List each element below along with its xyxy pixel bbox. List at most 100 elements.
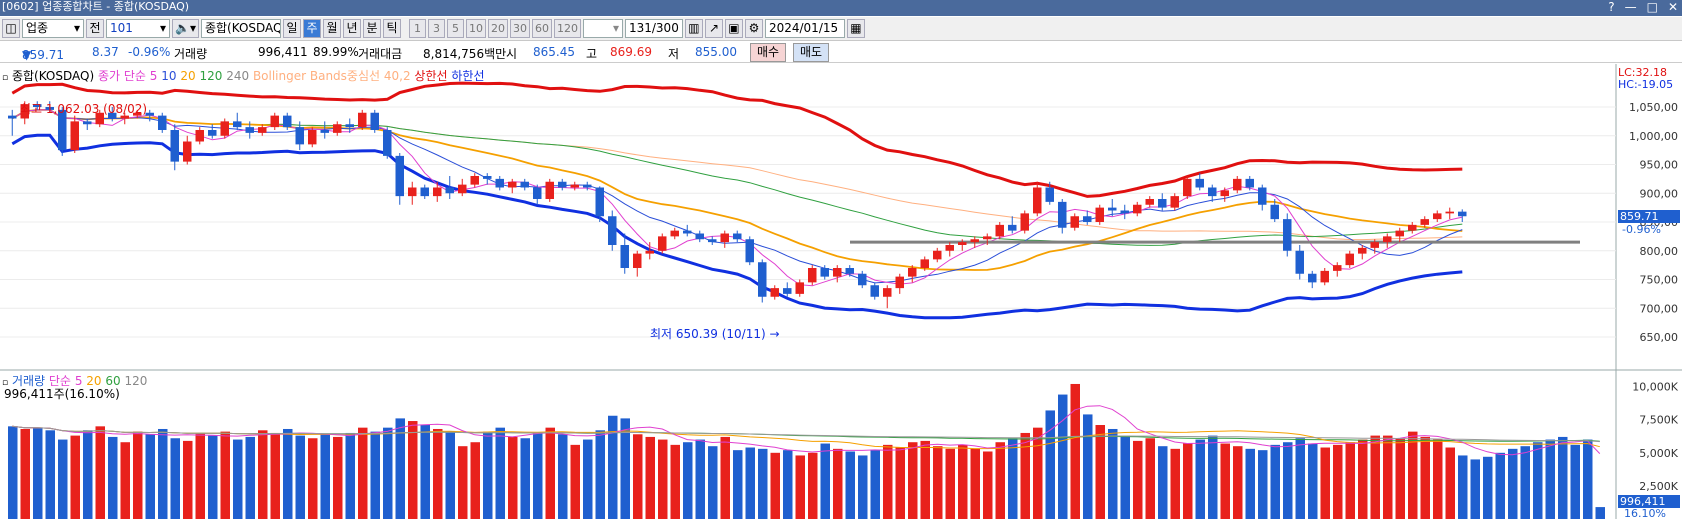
candle-body bbox=[1133, 204, 1142, 214]
volume-bar bbox=[1308, 443, 1318, 519]
compare-icon[interactable]: ▥ bbox=[684, 19, 703, 38]
high-label: 고 bbox=[586, 47, 598, 61]
interval-button-120[interactable]: 120 bbox=[553, 19, 581, 38]
volume-bar bbox=[770, 452, 780, 519]
volume-bar bbox=[1595, 507, 1605, 519]
candle-body bbox=[758, 262, 767, 297]
speaker-icon[interactable]: 🔈▾ bbox=[172, 19, 199, 38]
interval-button-1[interactable]: 1 bbox=[408, 19, 426, 38]
candle-body bbox=[645, 250, 654, 254]
vma120-line bbox=[12, 425, 1600, 443]
candle-body bbox=[270, 115, 279, 128]
date-input[interactable]: 2024/01/15 bbox=[764, 19, 845, 38]
grid bbox=[0, 106, 1616, 338]
volume-bar bbox=[1345, 442, 1355, 519]
hc-label: HC:-19.05 bbox=[1618, 78, 1674, 91]
volume-bar bbox=[533, 432, 543, 519]
close-button[interactable]: ✕ bbox=[1667, 0, 1678, 14]
current-pct-tag: -0.96% bbox=[1622, 223, 1661, 236]
interval-select[interactable]: ▾ bbox=[582, 19, 623, 38]
volume-bar bbox=[558, 434, 568, 519]
calendar-icon[interactable]: ▦ bbox=[846, 19, 865, 38]
volume-bars bbox=[8, 383, 1605, 519]
candle-body bbox=[483, 176, 492, 179]
legend-ma240: 240 bbox=[226, 69, 250, 83]
candle-body bbox=[95, 112, 104, 125]
maximize-button[interactable]: □ bbox=[1646, 0, 1658, 14]
volume-bar bbox=[258, 430, 268, 519]
interval-button-60[interactable]: 60 bbox=[531, 19, 552, 38]
volume-bar bbox=[570, 444, 580, 519]
settings-gear-icon[interactable]: ⚙ bbox=[744, 19, 763, 38]
candle-body bbox=[245, 127, 254, 133]
volume-legend: ▫ 거래량 단순 5 20 60 120 bbox=[2, 372, 147, 389]
volume-current: 996,411주(16.10%) bbox=[4, 387, 120, 401]
candle-body bbox=[920, 259, 929, 268]
volume-bar bbox=[1533, 442, 1543, 519]
volume-bar bbox=[745, 447, 755, 519]
candle-body bbox=[558, 181, 567, 188]
period-tab-month[interactable]: 월 bbox=[322, 19, 341, 38]
candle-body bbox=[1333, 265, 1342, 271]
help-icon[interactable]: ? bbox=[1608, 0, 1615, 14]
candle-body bbox=[208, 130, 217, 136]
volume-bar bbox=[1095, 425, 1105, 519]
volume-bar bbox=[208, 435, 218, 519]
volume-bar bbox=[320, 434, 330, 519]
legend-vma120: 120 bbox=[124, 374, 148, 388]
volume-bar bbox=[408, 421, 418, 519]
window-controls: ? — □ ✕ bbox=[1608, 0, 1678, 14]
candle-body bbox=[1445, 211, 1454, 214]
prev-button[interactable]: 전 bbox=[86, 19, 104, 38]
volume-bar bbox=[1458, 455, 1468, 519]
period-tab-year[interactable]: 년 bbox=[342, 19, 361, 38]
candle-body bbox=[145, 112, 154, 116]
volume-tick-label: 5,000K bbox=[1639, 447, 1678, 460]
chart-type-icon[interactable]: ◫ bbox=[2, 19, 20, 38]
candle-body bbox=[133, 112, 142, 116]
price-tick-label: 900,00 bbox=[1640, 187, 1679, 200]
period-tab-minute[interactable]: 분 bbox=[362, 19, 381, 38]
volume-bar bbox=[108, 436, 118, 519]
volume-bar bbox=[220, 431, 230, 519]
interval-button-20[interactable]: 20 bbox=[487, 19, 508, 38]
interval-button-3[interactable]: 3 bbox=[427, 19, 445, 38]
candle-body bbox=[508, 181, 517, 188]
candle-body bbox=[470, 176, 479, 185]
volume-bar bbox=[470, 442, 480, 519]
interval-button-5[interactable]: 5 bbox=[446, 19, 464, 38]
period-tab-day[interactable]: 일 bbox=[282, 19, 301, 38]
volume-bar bbox=[145, 434, 155, 519]
volume-bar bbox=[158, 428, 168, 519]
interval-button-30[interactable]: 30 bbox=[509, 19, 530, 38]
period-tab-tick[interactable]: 틱 bbox=[382, 19, 401, 38]
count-input[interactable]: 131/300 bbox=[624, 19, 683, 38]
candle-body bbox=[70, 121, 79, 151]
candle-body bbox=[683, 230, 692, 234]
period-tab-week[interactable]: 주 bbox=[302, 19, 321, 38]
volume-bar bbox=[1108, 428, 1118, 519]
volume-bar bbox=[1445, 447, 1455, 519]
volume-bar bbox=[658, 439, 668, 519]
toolbar: ◫ 업종 ▾ 전 101 ▾ 🔈▾ 종합(KOSDAQ) 일 주 월 년 분 틱 1… bbox=[0, 17, 1682, 41]
price-tick-label: 700,00 bbox=[1640, 302, 1679, 315]
interval-button-10[interactable]: 10 bbox=[465, 19, 486, 38]
drawing-tool-icon[interactable]: ↗ bbox=[704, 19, 723, 38]
volume-bar bbox=[95, 426, 105, 519]
candle-body bbox=[670, 230, 679, 237]
market-type-select[interactable]: 업종 ▾ bbox=[22, 19, 84, 38]
legend-marker-icon: ▫ bbox=[2, 378, 9, 388]
minimize-button[interactable]: — bbox=[1624, 0, 1637, 14]
legend-vma20: 20 bbox=[86, 374, 102, 388]
window-title: [0602] 업종종합차트 - 종합(KOSDAQ) bbox=[2, 0, 190, 13]
down-arrow-icon: ▼ bbox=[22, 48, 32, 62]
volume-bar bbox=[1408, 431, 1418, 519]
buy-button[interactable]: 매수 bbox=[750, 43, 787, 62]
sell-button[interactable]: 매도 bbox=[793, 43, 830, 62]
save-icon[interactable]: ▣ bbox=[724, 19, 743, 38]
volume-bar bbox=[1033, 427, 1043, 519]
code-input[interactable]: 101 ▾ bbox=[106, 19, 170, 38]
vma5-line bbox=[12, 405, 1601, 456]
candle-body bbox=[933, 250, 942, 260]
